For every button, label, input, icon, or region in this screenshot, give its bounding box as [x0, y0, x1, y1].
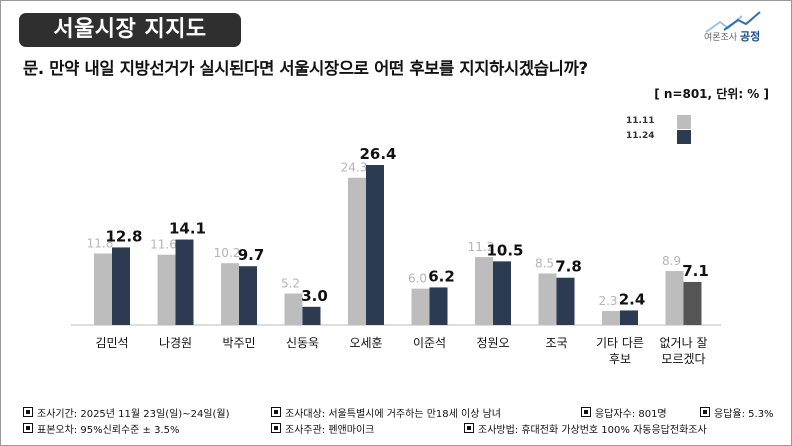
bar-curr	[556, 277, 575, 325]
category-label: 나경원	[158, 336, 193, 350]
legend-label: 11.24	[626, 131, 655, 141]
bar-chart: 11.812.8 11.614.1 10.29.7 5.23.0 24.326.4 6.0…	[71, 145, 721, 326]
data-label: 5.2	[281, 276, 300, 290]
data-label: 3.0	[301, 287, 328, 305]
data-label: 7.1	[682, 262, 709, 280]
bar-curr	[366, 165, 384, 325]
footnote-text: 조사대상: 서울특별시에 거주하는 만18세 이상 남녀	[285, 409, 501, 420]
bar-prev	[602, 311, 620, 325]
bar-prev	[221, 263, 239, 325]
data-label: 6.2	[428, 267, 455, 285]
legend-label: 11.11	[626, 116, 655, 126]
footnote-target: 조사대상: 서울특별시에 거주하는 만18세 이상 남녀	[271, 405, 501, 420]
chart-legend: 11.11 11.24	[626, 115, 696, 145]
bar-curr	[302, 306, 321, 325]
category-label: 기타 다른 후보	[596, 336, 644, 366]
bar-curr	[620, 310, 638, 325]
legend-swatch	[677, 115, 691, 129]
logo-big-text: 공정	[740, 30, 761, 43]
data-label: 8.5	[535, 256, 554, 270]
category-label: 조국	[545, 336, 568, 350]
logo-swoosh-icon	[705, 11, 761, 33]
footnote-response-rate: 응답율: 5.3%	[700, 405, 774, 420]
data-label: 10.2	[214, 246, 241, 260]
legend-swatch	[677, 130, 691, 144]
footnote-text: 응답율: 5.3%	[714, 409, 774, 420]
category-label: 신동욱	[285, 336, 320, 350]
category-label: 박주민	[222, 336, 256, 350]
bar-curr	[493, 261, 511, 325]
data-label: 10.5	[486, 241, 523, 259]
data-label: 2.4	[619, 290, 646, 308]
bar-curr	[112, 247, 130, 325]
footnote-organizer: 조사주관: 펜앤마이크	[271, 421, 374, 436]
data-label: 11.2	[468, 240, 495, 254]
footnote-text: 조사주관: 펜앤마이크	[285, 425, 375, 436]
bar-curr	[429, 287, 448, 325]
data-label: 9.7	[238, 246, 265, 264]
data-label: 12.8	[105, 227, 142, 245]
footnote-error: 표본오차: 95%신뢰수준 ± 3.5%	[23, 421, 180, 436]
logo-text: 여론조사 공정	[704, 28, 760, 44]
bar-prev	[157, 254, 176, 325]
data-label: 14.1	[169, 220, 206, 238]
category-label: 이준석	[412, 336, 447, 350]
bar-prev	[475, 257, 493, 325]
category-label: 정원오	[476, 336, 510, 350]
footnote-text: 조사기간: 2025년 11월 23일(일)~24일(월)	[37, 409, 230, 420]
logo-small-text: 여론조사	[704, 33, 738, 43]
data-label: 24.3	[341, 161, 368, 175]
data-label: 7.8	[555, 258, 582, 276]
data-label: 6.0	[408, 272, 427, 286]
footnote-respondents: 응답자수: 801명	[581, 405, 667, 420]
page-title: 서울시장 지지도	[19, 13, 241, 47]
footnote-text: 표본오차: 95%신뢰수준 ± 3.5%	[37, 425, 180, 436]
footnote-method: 조사방법: 휴대전화 가상번호 100% 자동응답전화조사	[464, 421, 707, 436]
footnote-text: 조사방법: 휴대전화 가상번호 100% 자동응답전화조사	[478, 425, 707, 436]
data-label: 2.3	[598, 294, 617, 308]
legend-item: 11.11	[626, 115, 696, 130]
survey-question: 문. 만약 내일 지방선거가 실시된다면 서울시장으로 어떤 후보를 지지하시겠…	[23, 59, 588, 78]
sample-unit-note: [ n=801, 단위: % ]	[654, 87, 769, 101]
bar-prev	[284, 293, 303, 325]
bar-curr	[239, 266, 257, 325]
bar-prev	[94, 253, 112, 325]
bar-prev	[411, 288, 430, 325]
bar-curr	[683, 281, 702, 325]
bar-prev	[665, 271, 684, 325]
data-label: 11.6	[150, 238, 177, 252]
category-label: 오세훈	[349, 336, 383, 350]
legend-item: 11.24	[626, 130, 696, 145]
data-label: 26.4	[359, 145, 396, 163]
footnote-text: 응답자수: 801명	[595, 409, 667, 420]
footnote-period: 조사기간: 2025년 11월 23일(일)~24일(월)	[23, 405, 230, 420]
data-label: 8.9	[662, 254, 681, 268]
category-label: 김민석	[95, 336, 129, 350]
data-label: 11.8	[87, 236, 114, 250]
category-label: 없거나 잘 모르겠다	[659, 336, 708, 366]
bar-prev	[348, 177, 366, 325]
bar-prev	[538, 273, 557, 325]
bar-curr	[175, 239, 194, 325]
